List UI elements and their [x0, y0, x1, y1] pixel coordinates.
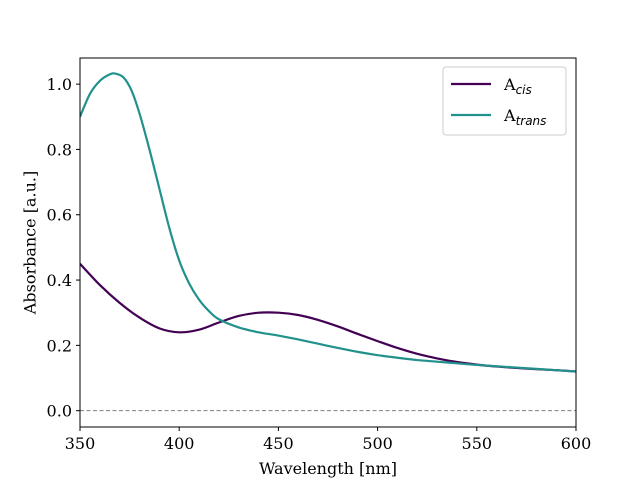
y-axis-title: Absorbance [a.u.]: [21, 171, 40, 315]
axes-frame: [79, 57, 577, 428]
x-tick-label: 600: [561, 434, 592, 453]
y-tick-label: 0.4: [47, 271, 72, 290]
y-tick-label: 0.8: [47, 140, 72, 159]
y-tick-label: 1.0: [47, 75, 72, 94]
series-line-cis: [80, 262, 576, 373]
legend: Acis Atrans: [442, 66, 567, 136]
legend-entry-trans: Atrans: [503, 106, 546, 128]
x-tick-label: 400: [164, 434, 195, 453]
x-tick-label: 350: [65, 434, 96, 453]
x-axis-title: Wavelength [nm]: [259, 459, 397, 478]
y-axis: 0.0 0.2 0.4 0.6 0.8 1.0: [47, 75, 80, 421]
x-tick-label: 500: [362, 434, 393, 453]
y-tick-label: 0.6: [47, 206, 72, 225]
legend-entry-cis: Acis: [503, 75, 532, 97]
y-tick-label: 0.2: [47, 336, 72, 355]
x-axis: 350 400 450 500 550 600: [65, 427, 592, 453]
x-tick-label: 550: [462, 434, 493, 453]
series-layer: [80, 72, 576, 373]
series-line-trans: [80, 72, 576, 373]
y-tick-label: 0.0: [47, 402, 72, 421]
x-tick-label: 450: [263, 434, 294, 453]
